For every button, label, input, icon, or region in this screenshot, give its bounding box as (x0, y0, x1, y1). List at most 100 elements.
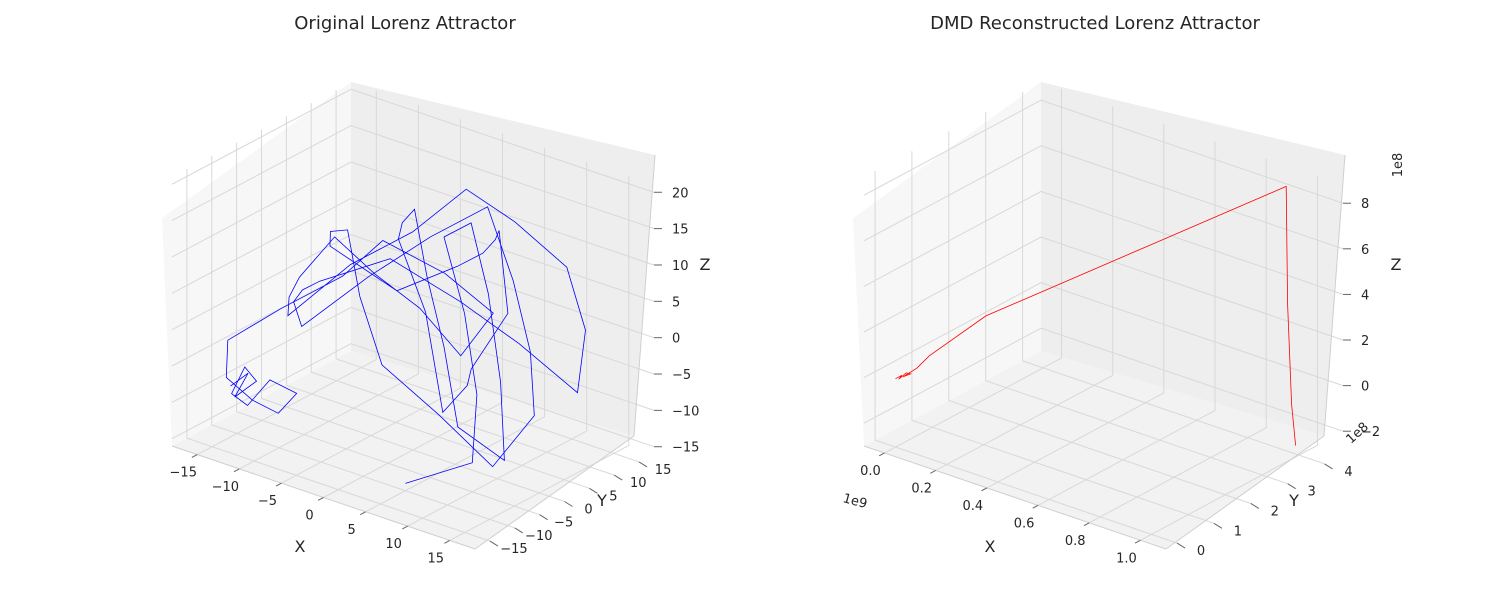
z-tick-label: −10 (672, 404, 699, 419)
z-tick-label: 8 (1361, 197, 1369, 212)
x-tick-label: 1.0 (1116, 551, 1137, 566)
x-tick-label: 10 (385, 537, 402, 552)
x-tick-label: 0.2 (911, 481, 932, 496)
y-tick-mark (1176, 542, 1186, 549)
y-tick-mark (514, 527, 524, 534)
z-gridline (171, 234, 655, 339)
x-tick-label: 0.0 (860, 464, 881, 479)
x-tick-mark (359, 511, 366, 516)
x-tick-mark (1032, 504, 1039, 509)
y-tick-mark (1324, 463, 1333, 470)
z-tick-label: −15 (672, 441, 699, 456)
z-tick-label: 0 (672, 332, 680, 347)
y-axis-line (474, 435, 635, 550)
y-offset-text: 1e8 (1344, 420, 1372, 448)
left-pane (853, 82, 1041, 446)
tick-labels: 0.0 0.2 0.4 0.6 0.8 1.0 0 1 2 3 4 −2 0 2 4 6 8 (860, 197, 1380, 566)
x-gridline (449, 176, 630, 541)
z-gridline (863, 236, 1344, 341)
x-tick-mark (1083, 522, 1090, 527)
y-tick-label: 3 (1308, 485, 1316, 500)
x-axis-line (863, 445, 1167, 550)
y-tick-mark (1287, 483, 1296, 490)
y-gridline (261, 129, 565, 502)
x-axis-label: X (985, 537, 996, 556)
y-gridline (874, 171, 1178, 544)
z-gridline (171, 197, 655, 302)
y-tick-label: −15 (500, 542, 527, 557)
y-axis-label: Y (1288, 491, 1299, 510)
z-gridline (863, 190, 1344, 295)
plot-title: Original Lorenz Attractor (294, 13, 516, 34)
y-gridline (948, 131, 1251, 504)
original-lorenz-plot: Original Lorenz Attractor −15−10−5051015… (162, 13, 711, 566)
x-gridline (1140, 176, 1318, 541)
y-tick-label: 0 (1197, 544, 1205, 559)
x-gridline (365, 147, 546, 513)
z-tick-label: 5 (672, 295, 680, 310)
z-tick-label: 20 (672, 186, 689, 201)
x-gridline (323, 133, 503, 498)
x-gridline (884, 89, 1062, 454)
x-tick-mark (191, 454, 198, 458)
z-gridline (171, 306, 655, 411)
y-tick-mark (489, 540, 499, 547)
z-tick-label: 4 (1361, 288, 1369, 303)
x-tick-mark (402, 525, 408, 530)
x-tick-mark (930, 470, 936, 474)
x-gridline (1088, 158, 1267, 524)
left-pane (162, 82, 351, 446)
x-offset-text: 1e9 (841, 491, 869, 512)
z-axis-line (1323, 154, 1346, 437)
y-gridline (911, 151, 1215, 524)
trajectory (895, 185, 1296, 446)
axis-lines (863, 154, 1351, 550)
y-gridline (985, 111, 1288, 485)
z-tick-label: 10 (672, 259, 689, 274)
x-tick-label: 5 (347, 523, 355, 538)
y-tick-mark (589, 487, 598, 494)
plot-title: DMD Reconstructed Lorenz Attractor (930, 13, 1260, 34)
y-gridline (211, 155, 515, 529)
x-axis-label: X (295, 537, 306, 556)
y-tick-label: 1 (1234, 524, 1242, 539)
x-tick-mark (317, 497, 324, 501)
trajectory-line (225, 188, 586, 484)
z-tick-label: −2 (1361, 425, 1380, 440)
y-gridline (285, 116, 590, 489)
z-gridline (171, 125, 655, 230)
x-tick-mark (878, 452, 885, 457)
z-tick-label: 2 (1361, 334, 1369, 349)
y-tick-label: −10 (525, 529, 552, 544)
z-tick-label: 0 (1361, 380, 1369, 395)
back-pane (1041, 82, 1345, 436)
z-axis-label: Z (1391, 255, 1402, 274)
x-tick-mark (444, 539, 450, 544)
y-tick-mark (1250, 503, 1260, 509)
tick-labels: −15−10−5051015−15−10−5051015−15−10−50510… (170, 186, 700, 566)
y-gridline (236, 142, 540, 516)
x-gridline (1037, 141, 1216, 506)
y-gridline (186, 169, 491, 542)
x-gridline (986, 123, 1165, 489)
x-tick-label: −10 (212, 480, 239, 495)
x-tick-mark (233, 468, 240, 473)
z-tick-label: 6 (1361, 243, 1369, 258)
y-tick-mark (638, 461, 648, 468)
x-gridline (197, 90, 377, 456)
x-gridline (407, 162, 588, 527)
y-tick-label: 10 (630, 476, 647, 491)
x-tick-label: 0.4 (963, 499, 984, 514)
z-gridline (863, 99, 1344, 204)
y-gridline (310, 103, 615, 476)
x-gridline (935, 106, 1114, 471)
floor-pane (172, 351, 634, 549)
z-gridline (171, 161, 655, 266)
y-tick-mark (539, 514, 548, 521)
gridlines (171, 88, 655, 542)
trajectory (225, 188, 586, 484)
z-offset-text: 1e8 (1391, 153, 1406, 178)
z-tick-label: 15 (672, 223, 689, 238)
y-tick-label: 2 (1271, 504, 1279, 519)
y-gridline (335, 89, 640, 463)
